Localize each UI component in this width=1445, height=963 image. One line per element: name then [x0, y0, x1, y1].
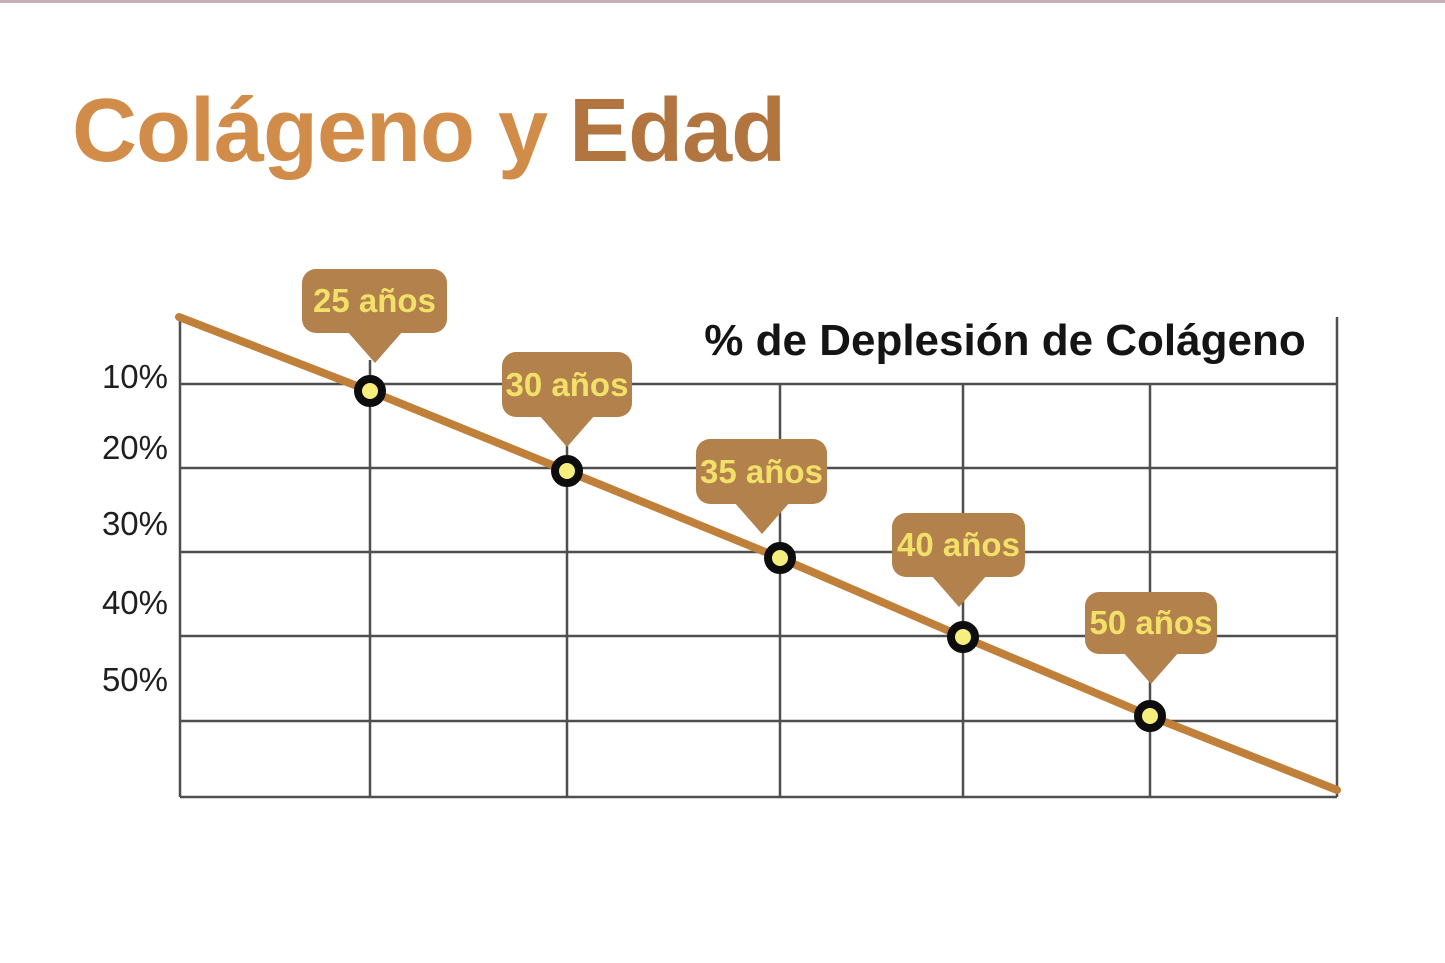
y-axis-tick-50pct: 50%	[101, 661, 168, 698]
y-axis-tick-20pct: 20%	[101, 429, 168, 466]
y-axis-tick-30pct: 30%	[101, 505, 168, 542]
callout-35-anos: 35 años	[696, 439, 827, 504]
y-axis-tick-40pct: 40%	[101, 584, 168, 621]
chart-title: % de Deplesión de Colágeno	[704, 316, 1306, 365]
callout-30-anos-label: 30 años	[505, 365, 629, 403]
callout-40-anos: 40 años	[892, 513, 1025, 577]
data-point-35-anos	[764, 542, 796, 574]
vertical-gridlines	[368, 360, 1152, 797]
data-point-30-anos	[551, 455, 583, 487]
callout-30-anos: 30 años	[502, 352, 632, 417]
callout-50-anos-label: 50 años	[1089, 604, 1213, 641]
image-top-edge	[0, 0, 1445, 3]
callout-50-anos: 50 años	[1085, 592, 1217, 654]
y-axis-tick-10pct: 10%	[101, 358, 168, 395]
data-point-50-anos	[1134, 700, 1166, 732]
data-points	[354, 375, 1166, 732]
page-title: Colágeno y Edad	[72, 86, 786, 176]
callout-25-anos-label: 25 años	[313, 282, 436, 319]
callout-40-anos-label: 40 años	[897, 526, 1020, 563]
title-part-2: Edad	[569, 81, 786, 181]
data-point-40-anos	[947, 621, 979, 653]
data-point-25-anos	[354, 375, 386, 407]
title-part-1: Colágeno y	[72, 81, 548, 181]
callout-25-anos: 25 años	[302, 269, 447, 333]
callout-35-anos-label: 35 años	[700, 452, 823, 490]
